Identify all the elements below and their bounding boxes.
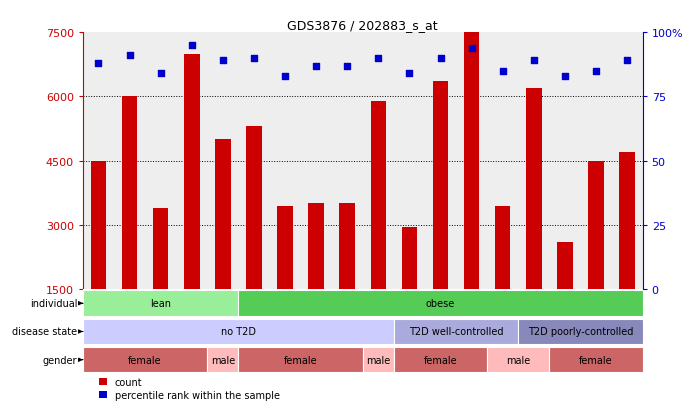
Point — [186, 43, 198, 49]
Bar — [308, 204, 324, 290]
Bar — [619, 153, 635, 290]
Bar — [526, 88, 542, 290]
Text: individual: individual — [30, 299, 77, 309]
Title: GDS3876 / 202883_s_at: GDS3876 / 202883_s_at — [287, 19, 438, 32]
Bar — [238, 347, 363, 373]
Point — [435, 55, 446, 62]
Bar — [518, 319, 643, 344]
Text: female: female — [284, 355, 317, 365]
Text: male: male — [211, 355, 235, 365]
Bar — [464, 33, 480, 290]
Bar — [83, 291, 238, 316]
Point — [621, 58, 632, 64]
Point — [279, 74, 290, 80]
Bar — [495, 206, 511, 290]
Point — [528, 58, 539, 64]
Bar — [122, 97, 138, 290]
Text: male: male — [506, 355, 531, 365]
Point — [124, 53, 135, 59]
Text: T2D poorly-controlled: T2D poorly-controlled — [528, 327, 633, 337]
Text: female: female — [424, 355, 457, 365]
Bar — [184, 55, 200, 290]
Bar — [394, 347, 487, 373]
Point — [497, 68, 508, 75]
Bar — [487, 347, 549, 373]
Point — [310, 63, 321, 70]
Text: female: female — [129, 355, 162, 365]
Bar — [246, 127, 262, 290]
Bar — [401, 228, 417, 290]
Bar — [370, 102, 386, 290]
Point — [590, 68, 601, 75]
Bar — [588, 161, 604, 290]
Text: no T2D: no T2D — [221, 327, 256, 337]
Text: lean: lean — [150, 299, 171, 309]
Bar — [207, 347, 238, 373]
Point — [249, 55, 260, 62]
Point — [466, 45, 477, 52]
Text: disease state: disease state — [12, 327, 77, 337]
Text: T2D well-controlled: T2D well-controlled — [409, 327, 503, 337]
Text: obese: obese — [426, 299, 455, 309]
Bar — [277, 206, 293, 290]
Bar — [549, 347, 643, 373]
Point — [217, 58, 228, 64]
Point — [341, 63, 352, 70]
Bar — [363, 347, 394, 373]
Bar — [433, 82, 448, 290]
Bar — [153, 208, 169, 290]
Point — [404, 71, 415, 77]
Bar — [91, 161, 106, 290]
Bar — [83, 319, 394, 344]
Point — [93, 60, 104, 67]
Bar — [238, 291, 643, 316]
Text: male: male — [366, 355, 390, 365]
Legend: count, percentile rank within the sample: count, percentile rank within the sample — [99, 377, 280, 400]
Text: female: female — [579, 355, 613, 365]
Bar — [557, 242, 573, 290]
Bar — [394, 319, 518, 344]
Text: gender: gender — [43, 355, 77, 365]
Bar — [215, 140, 231, 290]
Point — [559, 74, 570, 80]
Bar — [83, 347, 207, 373]
Point — [373, 55, 384, 62]
Bar — [339, 204, 355, 290]
Point — [155, 71, 166, 77]
